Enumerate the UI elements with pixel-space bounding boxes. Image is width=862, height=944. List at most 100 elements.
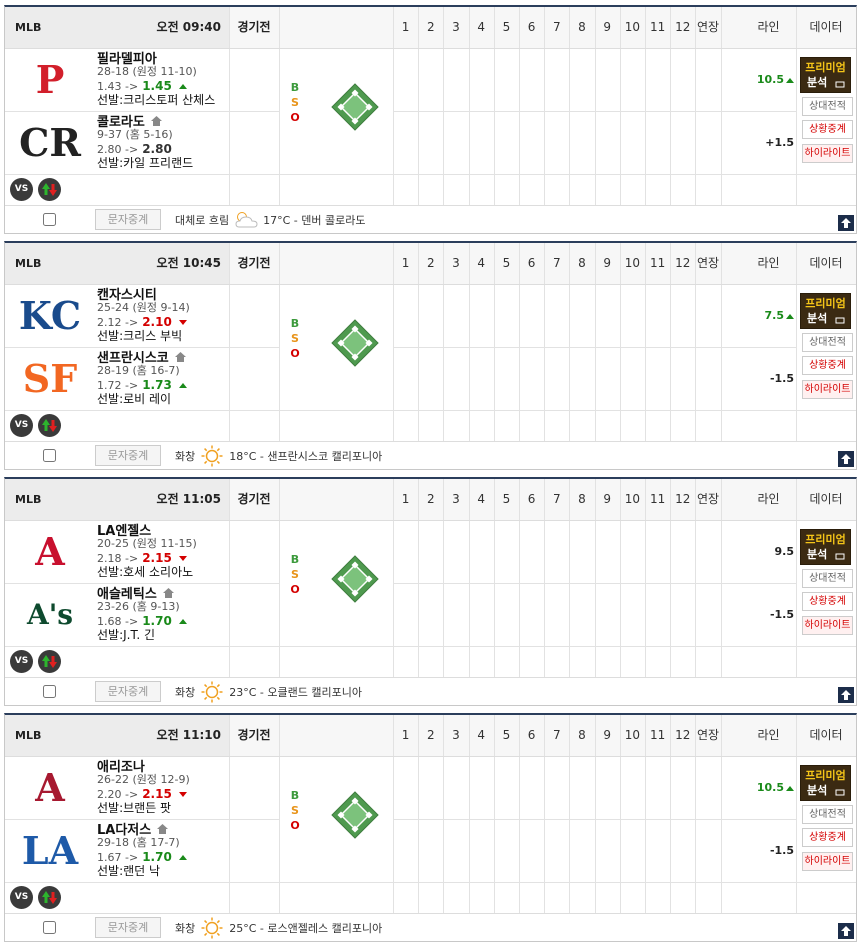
select-checkbox[interactable] [43, 449, 56, 462]
inning-label: 12 [675, 256, 691, 270]
line-value: 7.5 [764, 309, 785, 322]
grid-line [695, 7, 697, 205]
line-cell: -1.5 [741, 583, 794, 646]
weather-detail: 18°C - 샌프란시스코 캘리포니아 [229, 450, 383, 463]
line-cell: +1.5 [741, 111, 794, 174]
bso-label: O [290, 819, 300, 832]
inning-label: 연장 [696, 728, 720, 742]
header-left [5, 715, 229, 756]
text-cast-button[interactable]: 문자중계 [95, 681, 161, 702]
game-time: 오전 09:40 [156, 20, 221, 34]
live-button[interactable]: 상황중계 [802, 356, 853, 375]
premium-button[interactable]: 프리미엄 분석 [800, 293, 851, 329]
highlight-button[interactable]: 하이라이트 [802, 144, 853, 163]
line-cell: 10.5 [741, 756, 794, 819]
highlight-button[interactable]: 하이라이트 [802, 380, 853, 399]
grid-line [645, 7, 646, 205]
grid-line [393, 243, 394, 441]
highlight-button[interactable]: 하이라이트 [802, 616, 853, 635]
inning-label: 12 [675, 728, 691, 742]
team-logo: A [35, 765, 65, 810]
base [365, 339, 373, 347]
grid-line [670, 715, 672, 913]
grid-line [418, 479, 420, 677]
top-button[interactable] [838, 687, 854, 703]
weather: 화창 [175, 686, 196, 699]
team-logo: A [35, 529, 65, 574]
top-button[interactable] [838, 451, 854, 467]
base [365, 811, 373, 819]
premium-button[interactable]: 프리미엄 분석 [800, 529, 851, 565]
down-arrow [49, 892, 57, 904]
select-checkbox[interactable] [43, 921, 56, 934]
down-arrow [49, 656, 57, 668]
inning-label: 1 [401, 20, 410, 34]
inning-label: 11 [649, 728, 666, 742]
grid-line [569, 243, 571, 441]
grid-line [468, 479, 470, 677]
grid-line [519, 479, 520, 677]
odds-trend-shape [178, 855, 187, 860]
h2h-button[interactable]: 상대전적 [802, 805, 853, 824]
live-button[interactable]: 상황중계 [802, 120, 853, 139]
inning-label: 4 [477, 728, 485, 742]
sun-ray [204, 448, 208, 452]
premium-button[interactable]: 프리미엄 분석 [800, 765, 851, 801]
line-cell: -1.5 [741, 819, 794, 882]
inning-label: 7 [552, 20, 561, 34]
base [365, 103, 373, 111]
select-checkbox[interactable] [43, 685, 56, 698]
grid-line [544, 479, 546, 677]
grid-line [5, 677, 856, 678]
odds-trend-shape [178, 792, 187, 797]
grid-line [5, 347, 279, 348]
team-name: LA다저스 [97, 823, 152, 838]
line-value: -1.5 [769, 608, 794, 621]
top-button[interactable] [838, 923, 854, 939]
weather-info: 화창 23°C - 오클랜드 캘리포니아 [175, 677, 362, 707]
premium-label: 프리미엄 [805, 769, 846, 782]
bso-label: O [290, 111, 300, 124]
sun-ray [204, 932, 208, 936]
odds-trend [178, 792, 187, 797]
updown-icon [38, 178, 61, 201]
top-button-arrow [841, 926, 851, 936]
odds-from: 1.67 -> [97, 850, 139, 864]
grid-line [418, 715, 420, 913]
text-cast-button[interactable]: 문자중계 [95, 445, 161, 466]
base [337, 811, 345, 819]
live-button[interactable]: 상황중계 [802, 592, 853, 611]
h2h-button[interactable]: 상대전적 [802, 97, 853, 116]
grid-line [720, 7, 722, 205]
h2h-button[interactable]: 상대전적 [802, 333, 853, 352]
grid-line [443, 7, 445, 205]
grid-line [544, 243, 546, 441]
inning-label: 10 [624, 492, 641, 506]
odds-row: 1.68 -> 1.70 [97, 614, 187, 628]
base [351, 561, 359, 569]
inning-label: 1 [401, 492, 410, 506]
text-cast-button[interactable]: 문자중계 [95, 209, 161, 230]
odds-trend-shape [178, 556, 187, 561]
team-logo: KC [18, 293, 82, 338]
home-icon [162, 587, 174, 598]
h2h-button[interactable]: 상대전적 [802, 569, 853, 588]
select-checkbox[interactable] [43, 213, 56, 226]
top-button[interactable] [838, 215, 854, 231]
grid-line [695, 243, 697, 441]
line-label: 라인 [757, 728, 780, 742]
inning-label: 4 [477, 20, 485, 34]
grid-line [5, 48, 856, 49]
live-button[interactable]: 상황중계 [802, 828, 853, 847]
premium-button[interactable]: 프리미엄 분석 [800, 57, 851, 93]
odds-from: 2.80 -> [97, 142, 139, 156]
team-record: 26-22 (원정 12-9) [97, 773, 190, 786]
line-trend [786, 785, 794, 791]
team-record: 23-26 (홈 9-13) [97, 600, 180, 613]
inning-label: 2 [426, 728, 435, 742]
highlight-button[interactable]: 하이라이트 [802, 852, 853, 871]
up-arrow [42, 655, 50, 667]
bso-label: B [290, 317, 300, 330]
text-cast-button[interactable]: 문자중계 [95, 917, 161, 938]
